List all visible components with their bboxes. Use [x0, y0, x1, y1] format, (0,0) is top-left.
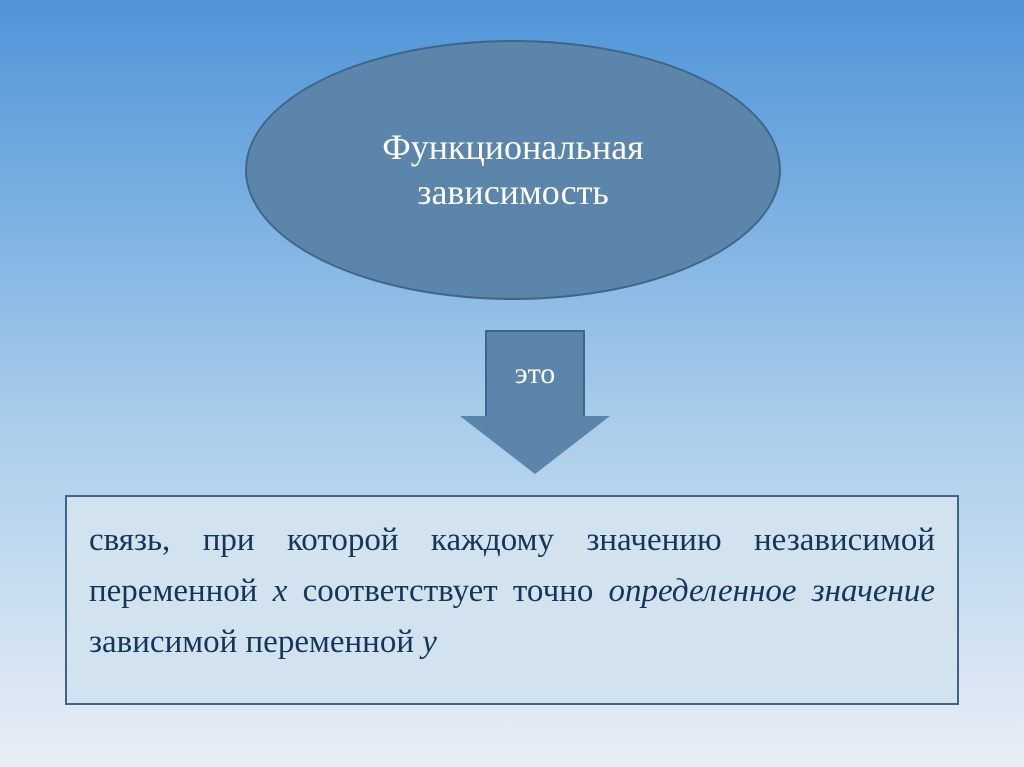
def-italic-y: y: [422, 624, 437, 660]
title-ellipse: Функциональная зависимость: [245, 40, 781, 300]
slide: Функциональная зависимость это связь, пр…: [0, 0, 1024, 767]
def-italic-x: x: [273, 573, 288, 609]
def-part-2: соответствует точно: [287, 573, 608, 609]
arrow-stem: это: [485, 330, 585, 416]
title-line1: Функциональная: [382, 127, 643, 167]
down-arrow: это: [460, 330, 610, 474]
title-text: Функциональная зависимость: [382, 125, 643, 215]
def-part-3: зависимой переменной: [89, 624, 422, 660]
definition-text: связь, при которой каждому значению неза…: [89, 522, 935, 660]
title-line2: зависимость: [417, 172, 609, 212]
definition-box: связь, при которой каждому значению неза…: [65, 495, 959, 705]
arrow-head-icon: [460, 416, 610, 474]
arrow-label: это: [515, 359, 556, 389]
def-italic-phrase: определенное значение: [609, 573, 935, 609]
